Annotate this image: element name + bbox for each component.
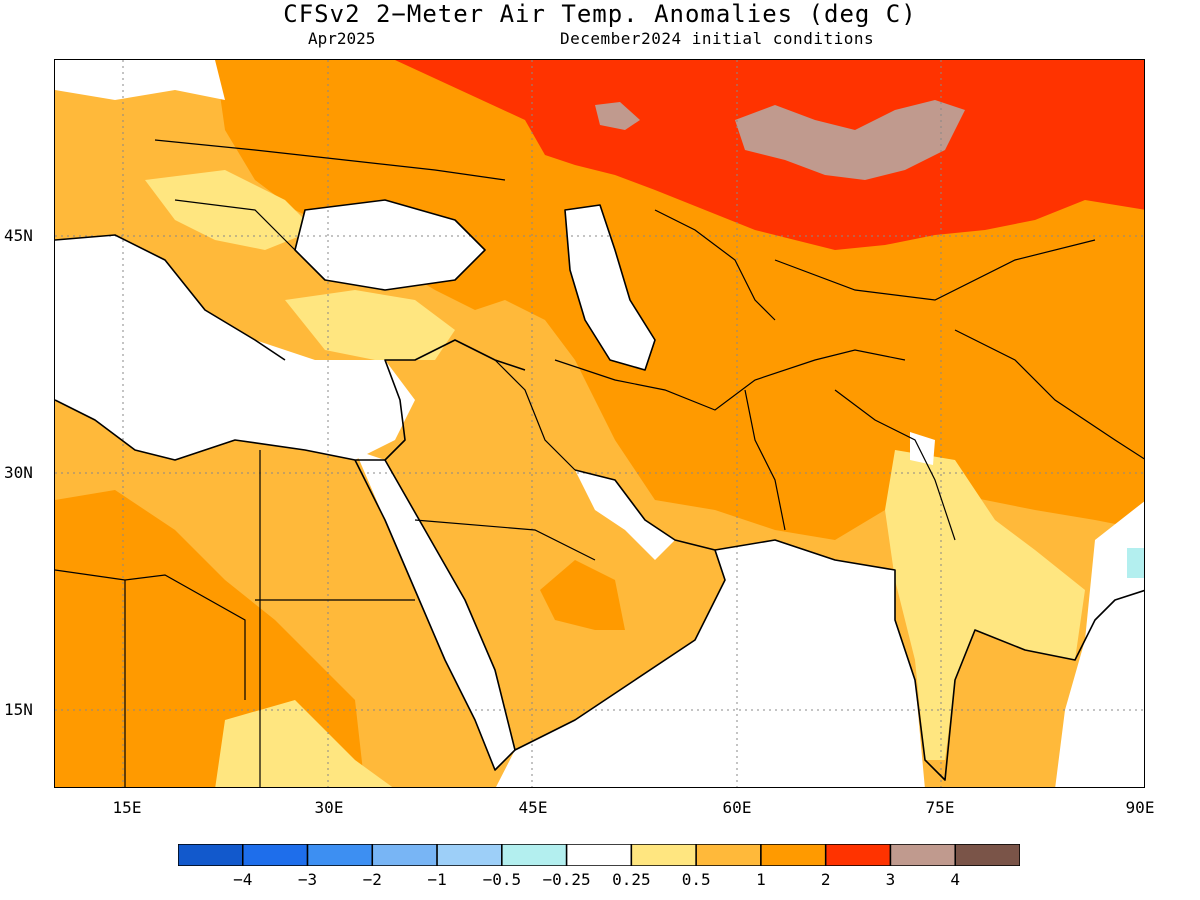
colorbar-swatch [178,844,244,866]
coastlines [55,199,1144,781]
colorbar-swatch [371,844,438,866]
sea-black [295,200,485,290]
lat-label-45n: 45N [4,226,33,245]
lon-label-30e: 30E [314,798,344,817]
colorbar-swatch [565,844,633,866]
lon-label-60e: 60E [722,798,752,817]
map-panel [54,59,1145,788]
colorbar-label: 4 [950,870,961,889]
lat-label-15n: 15N [4,700,33,719]
colorbar-label: −3 [297,870,318,889]
colorbar-swatch [436,844,503,866]
sea-gulf [575,470,675,560]
anomaly-fill-white-india-north [910,432,935,465]
colorbar-label: −1 [427,870,447,889]
anomaly-fill-3-4-west [595,102,640,130]
sea-arabian [496,540,925,787]
anomaly-fill-0p25-0p5-india [885,450,1085,760]
colorbar-label: 2 [820,870,831,889]
country-borders [55,139,1144,787]
colorbar [178,844,1020,866]
sea-caspian [565,205,655,370]
sea-bay-of-bengal-edge [1055,501,1144,787]
colorbar-label: 3 [885,870,896,889]
graticule [55,60,1144,787]
colorbar-label: −0.25 [542,870,591,889]
colorbar-swatch [954,844,1020,866]
colorbar-swatch [501,844,568,866]
lat-label-30n: 30N [4,463,33,482]
anomaly-map [55,60,1144,787]
colorbar-swatch [306,844,374,866]
lon-label-45e: 45E [518,798,548,817]
colorbar-label: 0.25 [612,870,651,889]
anomaly-fill-cyan-edge [1127,548,1144,578]
anomaly-fill-3-4 [735,100,965,180]
colorbar-label: −0.5 [482,870,522,889]
colorbar-swatch [760,844,827,866]
colorbar-swatch [630,844,697,866]
map-title: CFSv2 2−Meter Air Temp. Anomalies (deg C… [283,0,917,28]
lon-label-15e: 15E [112,798,142,817]
colorbar-label: 1 [756,870,766,889]
colorbar-label: −4 [233,870,253,889]
sea-red [355,450,515,770]
colorbar-label: −2 [362,870,382,889]
lon-label-75e: 75E [925,798,955,817]
lon-label-90e: 90E [1125,798,1155,817]
colorbar-label: 0.5 [681,870,711,889]
anomaly-fill-0p25-0p5-balkans [145,170,315,250]
anomaly-fill-africa-white-north [55,60,225,100]
colorbar-swatch [695,844,762,866]
anomaly-fill-1-2-arabia [540,560,625,630]
initial-conditions: December2024 initial conditions [560,29,875,48]
valid-month: Apr2025 [308,29,376,48]
colorbar-swatch [889,844,956,866]
sea-mediterranean [55,235,415,460]
colorbar-swatch [824,844,892,866]
colorbar-swatch [242,844,309,866]
